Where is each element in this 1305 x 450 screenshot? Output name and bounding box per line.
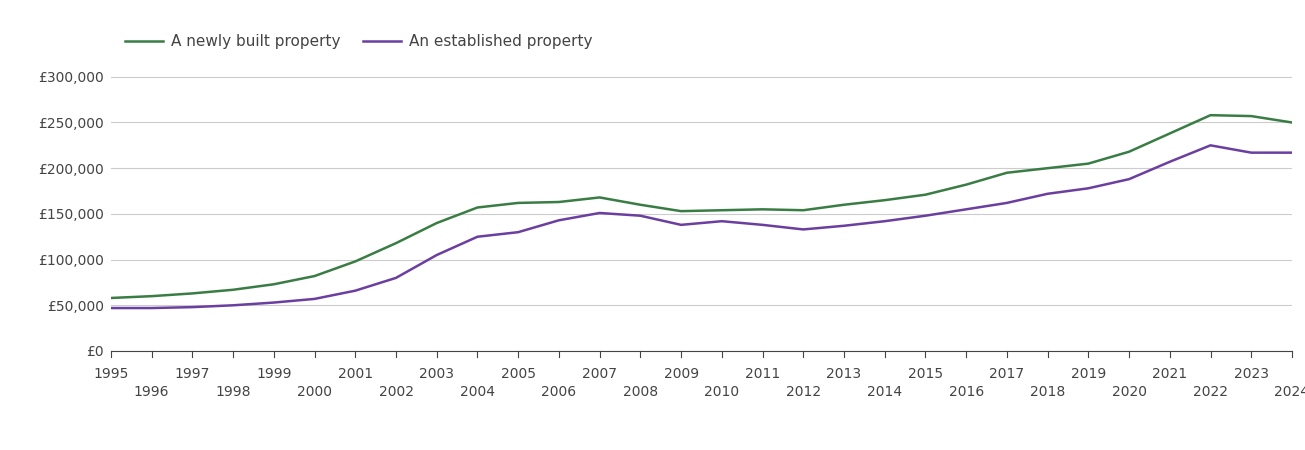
Text: 1996: 1996 [134, 385, 170, 399]
An established property [714, 219, 729, 224]
Text: 2022: 2022 [1193, 385, 1228, 399]
An established property [1244, 150, 1259, 155]
A newly built property [184, 291, 200, 296]
Text: 2024: 2024 [1275, 385, 1305, 399]
An established property [837, 223, 852, 229]
A newly built property [1244, 113, 1259, 119]
An established property [103, 306, 119, 311]
A newly built property [103, 295, 119, 301]
A newly built property [1161, 131, 1177, 136]
Text: 2010: 2010 [705, 385, 740, 399]
A newly built property [633, 202, 649, 207]
A newly built property [1203, 112, 1219, 118]
A newly built property [429, 220, 445, 226]
An established property [1081, 185, 1096, 191]
Text: 2016: 2016 [949, 385, 984, 399]
An established property [754, 222, 770, 228]
An established property [673, 222, 689, 228]
Line: An established property: An established property [111, 145, 1292, 308]
A newly built property [266, 282, 282, 287]
A newly built property [796, 207, 812, 213]
An established property [877, 219, 893, 224]
A newly built property [837, 202, 852, 207]
Text: 2001: 2001 [338, 367, 373, 381]
A newly built property [1081, 161, 1096, 166]
A newly built property [470, 205, 485, 210]
A newly built property [1121, 149, 1137, 154]
A newly built property [917, 192, 933, 198]
An established property [226, 302, 241, 308]
A newly built property [714, 207, 729, 213]
Text: 2014: 2014 [867, 385, 902, 399]
Text: 1999: 1999 [256, 367, 291, 381]
A newly built property [144, 293, 159, 299]
Text: 2003: 2003 [419, 367, 454, 381]
Text: 2015: 2015 [908, 367, 944, 381]
A newly built property [673, 208, 689, 214]
A newly built property [1284, 120, 1300, 125]
A newly built property [754, 207, 770, 212]
A newly built property [347, 259, 363, 264]
A newly built property [1040, 166, 1056, 171]
Text: 1998: 1998 [215, 385, 251, 399]
An established property [958, 207, 974, 212]
Text: 2002: 2002 [378, 385, 414, 399]
A newly built property [591, 195, 607, 200]
Text: 2017: 2017 [989, 367, 1024, 381]
A newly built property [307, 273, 322, 279]
An established property [144, 306, 159, 311]
Text: 2006: 2006 [542, 385, 577, 399]
An established property [1203, 143, 1219, 148]
An established property [551, 218, 566, 223]
Line: A newly built property: A newly built property [111, 115, 1292, 298]
An established property [307, 296, 322, 302]
Text: 1997: 1997 [175, 367, 210, 381]
An established property [917, 213, 933, 218]
Legend: A newly built property, An established property: A newly built property, An established p… [119, 28, 599, 55]
A newly built property [551, 199, 566, 205]
An established property [796, 227, 812, 232]
A newly built property [226, 287, 241, 292]
Text: 2019: 2019 [1070, 367, 1105, 381]
An established property [1284, 150, 1300, 155]
Text: 2023: 2023 [1233, 367, 1268, 381]
An established property [1000, 200, 1015, 206]
An established property [470, 234, 485, 239]
Text: 2007: 2007 [582, 367, 617, 381]
An established property [1161, 159, 1177, 165]
Text: 2000: 2000 [298, 385, 331, 399]
An established property [347, 288, 363, 293]
A newly built property [388, 240, 403, 246]
A newly built property [510, 200, 526, 206]
An established property [266, 300, 282, 305]
Text: 2009: 2009 [663, 367, 698, 381]
A newly built property [877, 198, 893, 203]
An established property [429, 252, 445, 258]
A newly built property [958, 182, 974, 187]
Text: 2018: 2018 [1030, 385, 1065, 399]
An established property [388, 275, 403, 281]
Text: 2005: 2005 [501, 367, 535, 381]
An established property [1121, 176, 1137, 182]
Text: 2011: 2011 [745, 367, 780, 381]
Text: 1995: 1995 [93, 367, 129, 381]
Text: 2020: 2020 [1112, 385, 1147, 399]
A newly built property [1000, 170, 1015, 176]
An established property [1040, 191, 1056, 197]
Text: 2021: 2021 [1152, 367, 1188, 381]
An established property [510, 230, 526, 235]
Text: 2004: 2004 [459, 385, 495, 399]
Text: 2013: 2013 [826, 367, 861, 381]
An established property [184, 304, 200, 310]
Text: 2012: 2012 [786, 385, 821, 399]
An established property [591, 210, 607, 216]
Text: 2008: 2008 [622, 385, 658, 399]
An established property [633, 213, 649, 218]
